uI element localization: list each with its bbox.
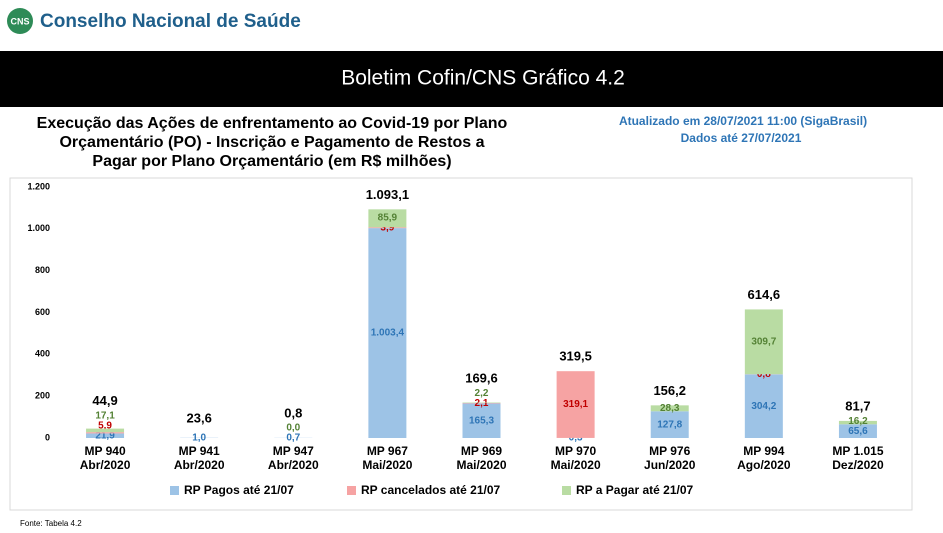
x-tick-label: Abr/2020 [174,458,225,472]
legend-label: RP cancelados até 21/07 [361,483,501,497]
y-tick-label: 0 [45,432,50,442]
value-label: 3,9 [380,222,394,233]
value-label: 319,1 [563,399,588,410]
x-tick-label: MP 994 [743,444,784,458]
bar-segment [650,411,689,438]
bar-segment [462,403,501,438]
chart-title: Orçamentário (PO) - Inscrição e Pagament… [59,134,484,151]
value-label: 85,9 [378,212,398,223]
x-tick-label: MP 940 [84,444,125,458]
x-tick-label: MP 967 [367,444,408,458]
legend-label: RP Pagos até 21/07 [184,483,294,497]
value-label: 28,3 [660,403,680,414]
x-tick-label: Abr/2020 [268,458,319,472]
x-tick-label: MP 941 [179,444,220,458]
source: Fonte: Tabela 4.2 [20,519,82,528]
bar-segment [86,428,125,433]
x-tick-label: MP 976 [649,444,690,458]
chart-title: Execução das Ações de enfrentamento ao C… [37,115,508,132]
value-label: 17,1 [95,410,115,421]
x-tick-label: MP 970 [555,444,596,458]
value-label: 309,7 [751,336,776,347]
y-tick-label: 400 [35,349,50,359]
bar-segment [838,424,877,438]
value-label: 21,9 [95,430,115,441]
bar-segment [368,209,407,228]
bar-segment [744,374,783,438]
x-tick-label: Mai/2020 [362,458,412,472]
y-tick-label: 600 [35,307,50,317]
value-label: 2,1 [475,398,489,409]
x-tick-label: MP 969 [461,444,502,458]
org-name: Conselho Nacional de Saúde [40,11,301,32]
banner [0,51,943,107]
legend-swatch [562,486,571,495]
banner-title: Boletim Cofin/CNS Gráfico 4.2 [341,67,625,90]
logo-text: CNS [10,16,29,26]
bar-segment [368,228,407,438]
y-tick-label: 800 [35,265,50,275]
x-tick-label: Mai/2020 [551,458,601,472]
total-label: 0,8 [284,405,302,420]
chart-frame [9,177,913,511]
value-label: 127,8 [657,419,682,430]
data-until: Dados até 27/07/2021 [681,131,802,145]
value-label: 304,2 [751,401,776,412]
total-label: 44,9 [92,393,117,408]
value-label: 16,2 [848,416,868,427]
total-label: 614,6 [748,287,781,302]
x-tick-label: MP 1.015 [832,444,883,458]
total-label: 1.093,1 [366,187,409,202]
bar-segment [744,309,783,375]
total-label: 156,2 [653,383,686,398]
bar-segment [650,405,689,412]
legend-swatch [347,486,356,495]
x-tick-label: Ago/2020 [737,458,791,472]
x-tick-label: Jun/2020 [644,458,696,472]
value-label: 0,7 [286,433,300,444]
logo [7,8,33,34]
value-label: 0,0 [286,423,300,434]
bar-segment [368,227,407,229]
value-label: 2,2 [475,388,489,399]
value-label: 5,9 [98,420,112,431]
y-tick-label: 1.200 [27,181,50,191]
value-label: 1,0 [192,433,206,444]
total-label: 319,5 [559,349,592,364]
total-label: 23,6 [187,411,212,426]
bar-segment [86,432,125,434]
updated: Atualizado em 28/07/2021 11:00 (SigaBras… [619,114,867,128]
y-tick-label: 1.000 [27,223,50,233]
x-tick-label: Abr/2020 [80,458,131,472]
y-tick-label: 200 [35,391,50,401]
x-tick-label: MP 947 [273,444,314,458]
legend-swatch [170,486,179,495]
x-tick-label: Dez/2020 [832,458,884,472]
value-label: 0,3 [569,433,583,444]
value-label: 0,8 [757,369,771,380]
legend-label: RP a Pagar até 21/07 [576,483,694,497]
bar-segment [838,420,877,425]
bar-segment [86,433,125,438]
bar-segment [556,371,595,438]
total-label: 81,7 [845,398,870,413]
value-label: 165,3 [469,415,494,426]
total-label: 169,6 [465,371,498,386]
value-label: 1.003,4 [371,328,405,339]
chart-title: Pagar por Plano Orçamentário (em R$ milh… [92,153,451,170]
x-tick-label: Mai/2020 [456,458,506,472]
value-label: 65,6 [848,426,868,437]
